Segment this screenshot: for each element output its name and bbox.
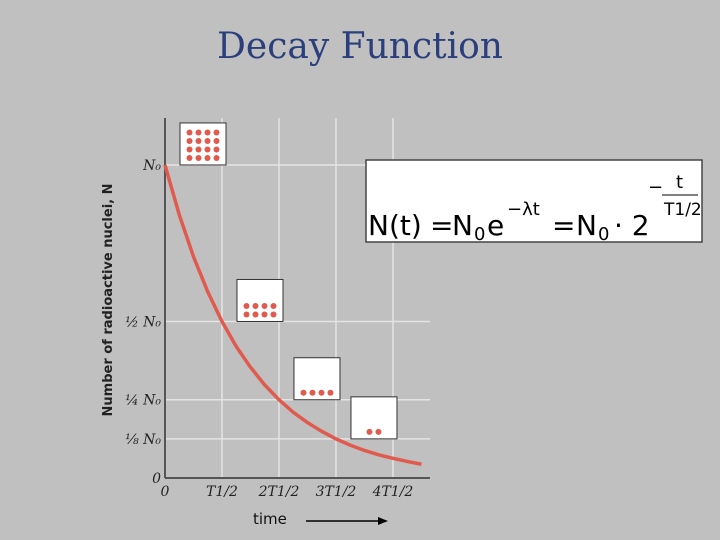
- x-tick-label: T1/2: [206, 484, 238, 500]
- y-tick-label: 0: [152, 471, 161, 487]
- nucleus: [252, 302, 259, 309]
- x-tick-label: 3T1/2: [316, 484, 357, 500]
- nucleus: [375, 428, 382, 435]
- formula: N(t) = N 0 e −λt = N 0 · 2 − t T1/2: [365, 159, 703, 245]
- formula-text: N: [576, 209, 597, 242]
- nucleus: [186, 137, 193, 144]
- nucleus: [195, 146, 202, 153]
- nucleus: [204, 146, 211, 153]
- x-tick-label: 2T1/2: [258, 484, 300, 500]
- nucleus: [204, 154, 211, 161]
- nucleus: [213, 137, 220, 144]
- nucleus: [204, 129, 211, 136]
- nucleus: [309, 389, 316, 396]
- formula-text: N(t): [368, 209, 422, 242]
- nucleus: [195, 137, 202, 144]
- formula-box: [365, 159, 703, 243]
- y-tick-label: N₀: [142, 158, 161, 174]
- nucleus: [243, 311, 250, 318]
- nucleus: [195, 154, 202, 161]
- x-tick-label: 0: [161, 484, 170, 500]
- formula-text: N: [452, 209, 473, 242]
- formula-text: t: [676, 172, 683, 193]
- nuclei-box: [293, 357, 341, 401]
- x-axis-label: time: [253, 510, 287, 528]
- formula-text: 0: [474, 224, 485, 245]
- formula-text: e: [487, 209, 504, 242]
- nucleus: [195, 129, 202, 136]
- nuclei-box: [350, 396, 398, 440]
- nucleus: [261, 302, 268, 309]
- formula-text: =: [430, 209, 453, 242]
- nucleus: [213, 146, 220, 153]
- formula-text: T1/2: [663, 200, 702, 220]
- formula-text: =: [552, 209, 575, 242]
- y-tick-label: ⅛ N₀: [125, 432, 161, 448]
- nucleus: [204, 137, 211, 144]
- nucleus: [300, 389, 307, 396]
- nucleus: [213, 154, 220, 161]
- nucleus: [186, 154, 193, 161]
- formula-text: · 2: [614, 209, 650, 242]
- y-tick-label: ½ N₀: [125, 314, 161, 330]
- nuclei-box: [179, 122, 227, 166]
- slide-title: Decay Function: [217, 26, 503, 67]
- formula-text: −λt: [507, 199, 540, 220]
- nuclei-box: [236, 278, 284, 322]
- y-axis-label: Number of radioactive nuclei, N: [101, 184, 116, 417]
- decay-curve: [163, 164, 422, 466]
- y-tick-label: ¼ N₀: [125, 393, 161, 409]
- box-frame: [350, 396, 398, 440]
- nucleus: [270, 302, 277, 309]
- nucleus: [318, 389, 325, 396]
- x-tick-label: 4T1/2: [372, 484, 414, 500]
- nucleus: [186, 129, 193, 136]
- nucleus: [186, 146, 193, 153]
- time-arrow-head: [378, 517, 388, 525]
- nucleus: [270, 311, 277, 318]
- nucleus: [366, 428, 373, 435]
- nucleus: [243, 302, 250, 309]
- formula-text: 0: [598, 224, 609, 245]
- nucleus: [252, 311, 259, 318]
- formula-text: −: [648, 177, 663, 198]
- nucleus: [327, 389, 334, 396]
- nucleus: [213, 129, 220, 136]
- nucleus: [261, 311, 268, 318]
